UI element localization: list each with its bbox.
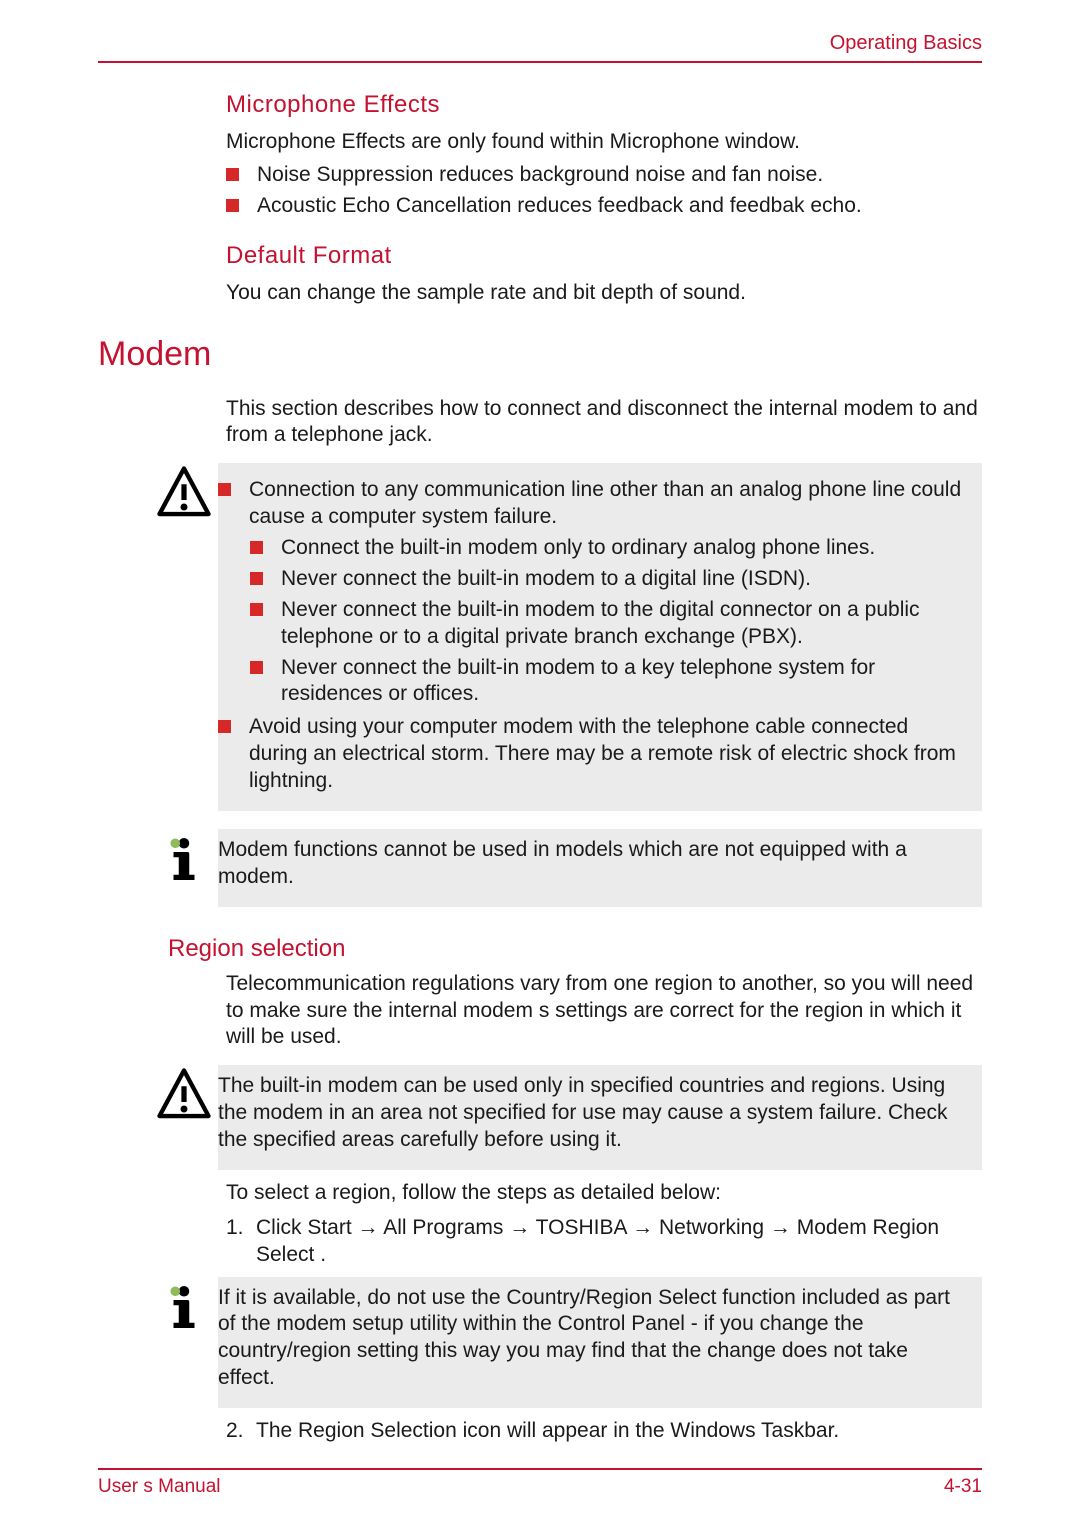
page-header-section: Operating Basics <box>98 32 982 61</box>
warning-sublist: Connect the built-in modem only to ordin… <box>250 535 970 708</box>
header-rule <box>98 61 982 63</box>
list-item-text: Never connect the built-in modem to the … <box>281 597 970 651</box>
list-item-text: Connect the built-in modem only to ordin… <box>281 535 875 562</box>
info-text: Modem functions cannot be used in models… <box>218 837 970 891</box>
step-number: 2. <box>226 1418 256 1445</box>
region-intro: Telecommunication regulations vary from … <box>226 971 982 1052</box>
info-text: If it is available, do not use the Count… <box>218 1285 970 1393</box>
modem-intro: This section describes how to connect an… <box>226 396 982 450</box>
heading-microphone-effects: Microphone Effects <box>226 91 982 119</box>
list-item-text: Acoustic Echo Cancellation reduces feedb… <box>257 193 862 220</box>
info-callout: Modem functions cannot be used in models… <box>98 829 982 907</box>
list-item-text: Connection to any communication line oth… <box>249 477 970 531</box>
step-item: 1. Click Start → All Programs → TOSHIBA … <box>226 1215 982 1269</box>
footer-left: User s Manual <box>98 1476 221 1498</box>
warning-icon <box>156 1067 212 1123</box>
list-item: Never connect the built-in modem to a di… <box>250 566 970 593</box>
list-item-text: Noise Suppression reduces background noi… <box>257 162 823 189</box>
heading-region-selection: Region selection <box>168 935 982 963</box>
info-icon <box>156 831 212 887</box>
list-item-text: Avoid using your computer modem with the… <box>249 714 970 795</box>
bullet-icon <box>226 199 239 212</box>
info-callout: If it is available, do not use the Count… <box>98 1277 982 1409</box>
footer-right: 4-31 <box>944 1476 982 1498</box>
step-text: Click Start → All Programs → TOSHIBA → N… <box>256 1215 982 1269</box>
microphone-effects-list: Noise Suppression reduces background noi… <box>226 162 982 220</box>
heading-modem: Modem <box>98 335 982 374</box>
warning-list-2: Avoid using your computer modem with the… <box>218 714 970 795</box>
list-item: Connect the built-in modem only to ordin… <box>250 535 970 562</box>
warning-callout: Connection to any communication line oth… <box>98 463 982 811</box>
list-item-text: Never connect the built-in modem to a ke… <box>281 655 970 709</box>
info-icon <box>156 1279 212 1335</box>
microphone-effects-intro: Microphone Effects are only found within… <box>226 129 982 156</box>
warning-icon <box>156 465 212 521</box>
region-steps-intro: To select a region, follow the steps as … <box>226 1180 982 1207</box>
bullet-icon <box>218 483 231 496</box>
warning-list: Connection to any communication line oth… <box>218 477 970 531</box>
bullet-icon <box>250 541 263 554</box>
list-item: Noise Suppression reduces background noi… <box>226 162 982 189</box>
warning-callout: The built-in modem can be used only in s… <box>98 1065 982 1170</box>
warning-text: The built-in modem can be used only in s… <box>218 1073 970 1154</box>
bullet-icon <box>250 572 263 585</box>
bullet-icon <box>250 661 263 674</box>
list-item: Never connect the built-in modem to a ke… <box>250 655 970 709</box>
heading-default-format: Default Format <box>226 242 982 270</box>
bullet-icon <box>250 603 263 616</box>
bullet-icon <box>226 168 239 181</box>
step-text: The Region Selection icon will appear in… <box>256 1418 839 1445</box>
list-item: Connection to any communication line oth… <box>218 477 970 531</box>
page-footer: User s Manual 4-31 <box>98 1468 982 1498</box>
default-format-text: You can change the sample rate and bit d… <box>226 280 982 307</box>
bullet-icon <box>218 720 231 733</box>
list-item: Never connect the built-in modem to the … <box>250 597 970 651</box>
list-item-text: Never connect the built-in modem to a di… <box>281 566 811 593</box>
step-item: 2. The Region Selection icon will appear… <box>226 1418 982 1445</box>
list-item: Acoustic Echo Cancellation reduces feedb… <box>226 193 982 220</box>
list-item: Avoid using your computer modem with the… <box>218 714 970 795</box>
step-number: 1. <box>226 1215 256 1242</box>
footer-rule <box>98 1468 982 1470</box>
